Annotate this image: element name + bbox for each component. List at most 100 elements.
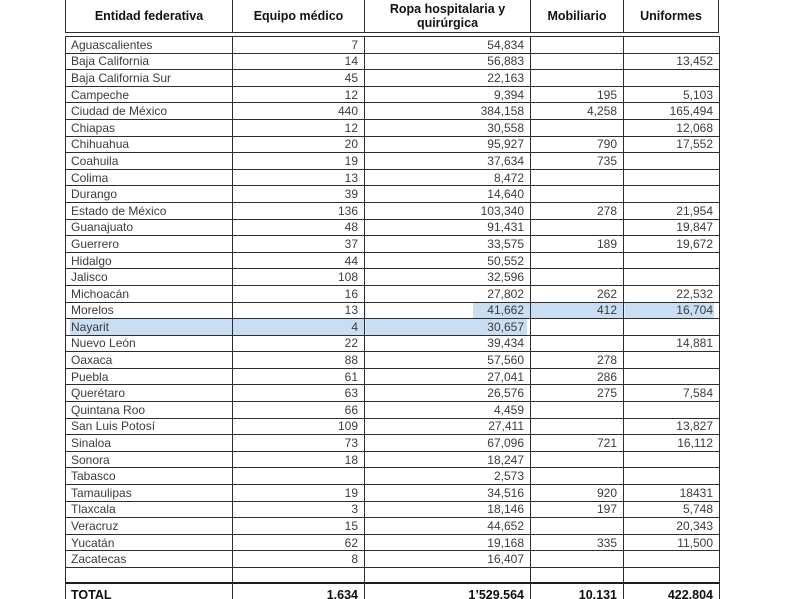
cell-equipo: 19 xyxy=(232,484,365,502)
cell-mobiliario xyxy=(530,334,624,353)
cell-equipo: 13 xyxy=(232,301,365,320)
header-mobiliario: Mobiliario xyxy=(531,0,624,32)
cell-name: Morelos xyxy=(65,301,233,320)
cell-equipo: 12 xyxy=(232,85,365,104)
cell-uniformes xyxy=(623,467,720,486)
cell-uniformes xyxy=(623,152,720,170)
cell-name: Nayarit xyxy=(65,318,233,336)
cell-equipo: 7 xyxy=(232,36,365,54)
cell-name: Zacatecas xyxy=(65,550,233,568)
cell-mobiliario: 278 xyxy=(530,351,624,369)
cell-name: Nuevo León xyxy=(65,334,233,353)
cell-total-ropa: 1’529,564 xyxy=(364,581,531,599)
cell-ropa: 27,802 xyxy=(364,284,531,303)
cell-mobiliario xyxy=(530,567,624,583)
cell-name xyxy=(65,567,233,583)
cell-total-uniformes: 422,804 xyxy=(623,581,720,599)
cell-name: Tlaxcala xyxy=(65,500,233,519)
cell-name: Quintana Roo xyxy=(65,401,233,419)
cell-name: Puebla xyxy=(65,367,233,386)
cell-uniformes xyxy=(623,550,720,568)
cell-uniformes: 21,954 xyxy=(623,201,720,220)
cell-name: Sonora xyxy=(65,450,233,469)
cell-mobiliario: 189 xyxy=(530,235,624,253)
table-row: Guerrero 37 33,575 189 19,672 xyxy=(65,235,720,253)
cell-name: Chiapas xyxy=(65,118,233,137)
table-row: Durango 39 14,640 xyxy=(65,185,720,203)
cell-mobiliario xyxy=(530,268,624,286)
cell-uniformes: 16,704 xyxy=(623,301,720,320)
cell-equipo: 66 xyxy=(232,401,365,419)
cell-mobiliario: 275 xyxy=(530,384,624,403)
cell-uniformes xyxy=(623,36,720,54)
cell-name: Colima xyxy=(65,168,233,187)
cell-mobiliario: 735 xyxy=(530,152,624,170)
cell-mobiliario xyxy=(530,318,624,336)
cell-equipo: 8 xyxy=(232,550,365,568)
cell-name: Tabasco xyxy=(65,467,233,486)
cell-name: Baja California Sur xyxy=(65,69,233,87)
cell-ropa: 4,459 xyxy=(364,401,531,419)
cell-equipo: 4 xyxy=(232,318,365,336)
cell-name: Guanajuato xyxy=(65,218,233,237)
cell-mobiliario: 286 xyxy=(530,367,624,386)
cell-name: Chihuahua xyxy=(65,135,233,154)
cell-name: Sinaloa xyxy=(65,434,233,452)
cell-uniformes: 5,103 xyxy=(623,85,720,104)
states-supplies-table: Entidad federativa Equipo médico Ropa ho… xyxy=(65,0,720,599)
cell-total-mobiliario: 10,131 xyxy=(530,581,624,599)
cell-uniformes xyxy=(623,401,720,419)
cell-mobiliario xyxy=(530,517,624,535)
cell-equipo: 45 xyxy=(232,69,365,87)
cell-equipo: 108 xyxy=(232,268,365,286)
cell-equipo: 22 xyxy=(232,334,365,353)
cell-mobiliario xyxy=(530,467,624,486)
cell-ropa: 8,472 xyxy=(364,168,531,187)
table-row: Baja California Sur 45 22,163 xyxy=(65,69,720,87)
cell-uniformes xyxy=(623,367,720,386)
cell-equipo: 44 xyxy=(232,251,365,270)
table-row: Nuevo León 22 39,434 14,881 xyxy=(65,334,720,353)
cell-ropa: 37,634 xyxy=(364,152,531,170)
cell-name: Michoacán xyxy=(65,284,233,303)
cell-equipo: 20 xyxy=(232,135,365,154)
table-row: Tabasco 2,573 xyxy=(65,467,720,486)
table-row: Tlaxcala 3 18,146 197 5,748 xyxy=(65,500,720,519)
table-row: Tamaulipas 19 34,516 920 18431 xyxy=(65,484,720,502)
header-ropa-hospitalaria: Ropa hospitalaria y quirúrgica xyxy=(365,0,531,32)
cell-equipo: 12 xyxy=(232,118,365,137)
cell-mobiliario xyxy=(530,168,624,187)
cell-mobiliario xyxy=(530,450,624,469)
cell-equipo: 19 xyxy=(232,152,365,170)
cell-equipo: 48 xyxy=(232,218,365,237)
table-row: Chihuahua 20 95,927 790 17,552 xyxy=(65,135,720,154)
cell-ropa: 30,657 xyxy=(364,318,531,336)
cell-uniformes: 13,827 xyxy=(623,417,720,436)
header-entidad-federativa: Entidad federativa xyxy=(66,0,233,32)
cell-mobiliario xyxy=(530,401,624,419)
cell-uniformes xyxy=(623,168,720,187)
cell-name: Oaxaca xyxy=(65,351,233,369)
cell-name: Coahuila xyxy=(65,152,233,170)
table-row: Sinaloa 73 67,096 721 16,112 xyxy=(65,434,720,452)
cell-uniformes: 11,500 xyxy=(623,533,720,552)
cell-equipo: 37 xyxy=(232,235,365,253)
cell-ropa: 57,560 xyxy=(364,351,531,369)
cell-mobiliario: 721 xyxy=(530,434,624,452)
cell-uniformes xyxy=(623,185,720,203)
table-row: Ciudad de México 440 384,158 4,258 165,494 xyxy=(65,102,720,120)
cell-name: Yucatán xyxy=(65,533,233,552)
cell-name: Baja California xyxy=(65,52,233,71)
table-header-row: Entidad federativa Equipo médico Ropa ho… xyxy=(65,0,719,33)
cell-ropa: 9,394 xyxy=(364,85,531,104)
cell-mobiliario: 412 xyxy=(530,301,624,320)
cell-name: Ciudad de México xyxy=(65,102,233,120)
cell-uniformes: 13,452 xyxy=(623,52,720,71)
cell-ropa: 34,516 xyxy=(364,484,531,502)
cell-mobiliario xyxy=(530,69,624,87)
header-equipo-medico: Equipo médico xyxy=(233,0,365,32)
cell-uniformes: 22,532 xyxy=(623,284,720,303)
table-row: Guanajuato 48 91,431 19,847 xyxy=(65,218,720,237)
cell-equipo: 63 xyxy=(232,384,365,403)
cell-ropa: 39,434 xyxy=(364,334,531,353)
